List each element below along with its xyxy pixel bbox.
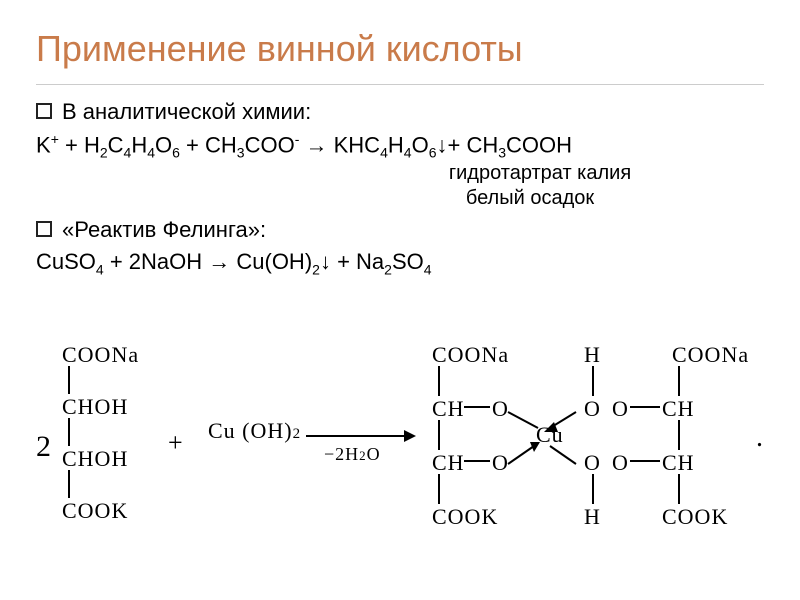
- bond: [68, 418, 70, 446]
- lbl-choh: CHOH: [62, 446, 128, 472]
- lbl-ch: CH: [432, 450, 465, 476]
- chemical-structure: 2 COONa CHOH CHOH COOK + Cu (OH)2 −2H2O …: [36, 342, 764, 582]
- bond: [678, 420, 680, 450]
- bond: [438, 474, 440, 504]
- bullet-2: «Реактив Фелинга»:: [36, 217, 764, 243]
- lbl-h: H: [584, 504, 601, 530]
- period: .: [756, 422, 764, 454]
- bond: [630, 406, 660, 408]
- bond: [464, 460, 490, 462]
- lbl-cook: COOK: [62, 498, 128, 524]
- note-1: гидротартрат калия: [316, 161, 764, 186]
- bullet-2-text: «Реактив Фелинга»:: [62, 217, 266, 243]
- lbl-coona: COONa: [672, 342, 749, 368]
- lbl-cuoh2: Cu (OH)2: [208, 418, 301, 444]
- lbl-ch: CH: [662, 396, 695, 422]
- note-2: белый осадок: [296, 186, 764, 211]
- bond: [438, 420, 440, 450]
- right-o-arrow-icon: [594, 402, 620, 466]
- bond: [464, 406, 490, 408]
- cu-bonds-icon: [502, 398, 582, 478]
- lbl-ch: CH: [662, 450, 695, 476]
- equation-2: CuSO4 + 2NaOH → Cu(OH)2↓ + Na2SO4: [36, 249, 764, 277]
- bullet-icon: [36, 221, 52, 237]
- lbl-coona: COONa: [432, 342, 509, 368]
- lbl-cook: COOK: [662, 504, 728, 530]
- lbl-minus2h2o: −2H2O: [324, 444, 381, 465]
- bullet-1-text: В аналитической химии:: [62, 99, 311, 125]
- plus: +: [168, 428, 184, 458]
- bond: [438, 366, 440, 396]
- slide-title: Применение винной кислоты: [36, 28, 764, 70]
- bond: [68, 470, 70, 498]
- bond: [592, 474, 594, 504]
- bond: [630, 460, 660, 462]
- divider: [36, 84, 764, 85]
- lbl-coona: COONa: [62, 342, 139, 368]
- lbl-h: H: [584, 342, 601, 368]
- bond: [678, 366, 680, 396]
- lbl-ch: CH: [432, 396, 465, 422]
- equation-1: K+ + H2C4H4O6 + CH3COO- → KHC4H4O6↓+ CH3…: [36, 131, 764, 161]
- bond: [68, 366, 70, 394]
- bullet-1: В аналитической химии:: [36, 99, 764, 125]
- bullet-icon: [36, 103, 52, 119]
- bond: [678, 474, 680, 504]
- lbl-choh: CHOH: [62, 394, 128, 420]
- lbl-cook: COOK: [432, 504, 498, 530]
- bond: [592, 366, 594, 396]
- coef-2: 2: [36, 430, 52, 464]
